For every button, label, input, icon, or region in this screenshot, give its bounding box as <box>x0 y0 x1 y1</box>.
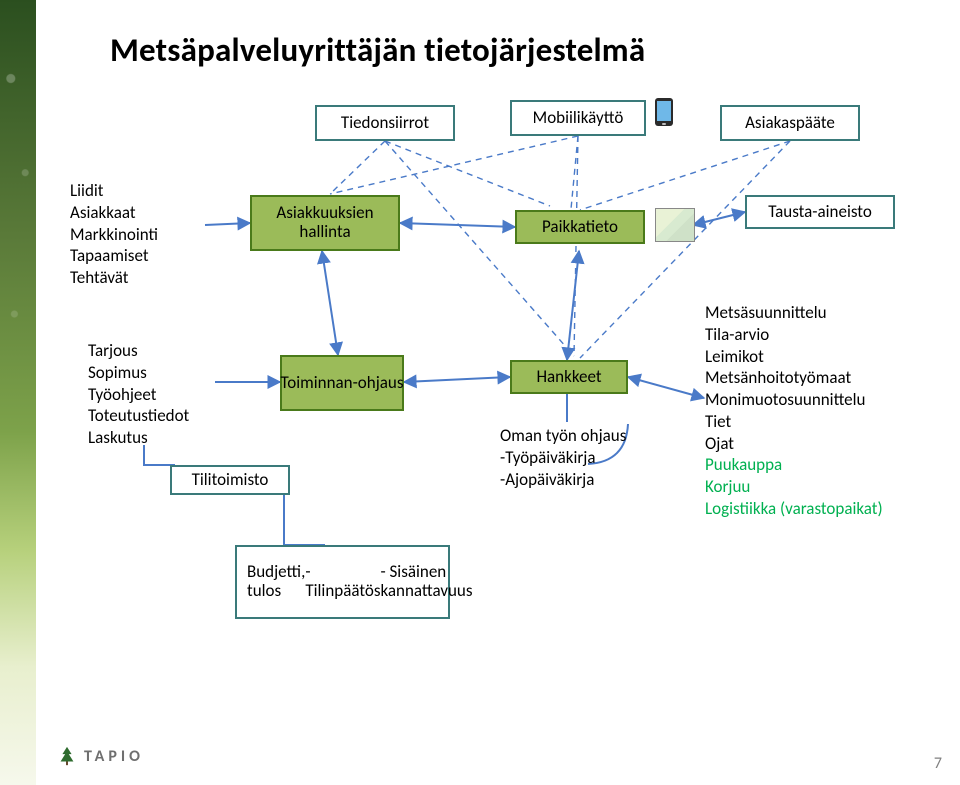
decorative-left-bar <box>0 0 36 785</box>
box-hankkeet: Hankkeet <box>510 360 628 394</box>
dashed-1 <box>330 141 385 194</box>
map-icon <box>655 208 695 242</box>
phone-icon <box>655 98 673 126</box>
textblock-omantyon: Oman työn ohjaus-Työpäiväkirja-Ajopäiväk… <box>500 425 700 490</box>
textblock-liidit: LiiditAsiakkaatMarkkinointiTapaamisetTeh… <box>70 180 240 289</box>
page-number: 7 <box>934 754 942 773</box>
box-budjetti: Budjetti, tulos- Tilinpäätös- Sisäinen k… <box>235 545 450 619</box>
logo: TAPIO <box>56 745 144 767</box>
box-tausta: Tausta-aineisto <box>745 195 895 229</box>
box-toiminnanohjaus: Toiminnan-ohjaus <box>280 355 404 411</box>
box-tiedonsiirrot: Tiedonsiirrot <box>315 105 455 141</box>
tree-icon <box>56 745 78 767</box>
dashed-5 <box>574 136 578 356</box>
box-asiakkuuksien: Asiakkuuksien hallinta <box>250 195 400 251</box>
arrow-1 <box>400 223 515 227</box>
box-tilitoimisto: Tilitoimisto <box>170 465 290 495</box>
dashed-0 <box>385 141 550 206</box>
logo-text: TAPIO <box>84 747 144 766</box>
box-mobiilikaytto: Mobiilikäyttö <box>510 100 646 136</box>
dashed-3 <box>330 136 578 194</box>
dashed-4 <box>571 136 578 209</box>
box-asiakaspaate: Asiakaspääte <box>720 105 860 141</box>
arrow-2 <box>693 212 745 225</box>
dashed-2 <box>385 141 574 356</box>
arrow-3 <box>322 251 338 355</box>
arrow-5 <box>404 377 510 382</box>
arrow-9 <box>284 490 325 545</box>
arrow-6 <box>567 251 579 360</box>
page-title: Metsäpalveluyrittäjän tietojärjestelmä <box>110 30 645 70</box>
box-paikkatieto: Paikkatieto <box>515 210 645 244</box>
textblock-tarjous: TarjousSopimusTyöohjeetToteutustiedotLas… <box>88 340 258 449</box>
arrow-7 <box>628 377 704 398</box>
textblock-metsasuun: MetsäsuunnitteluTila-arvioLeimikotMetsän… <box>705 302 955 520</box>
